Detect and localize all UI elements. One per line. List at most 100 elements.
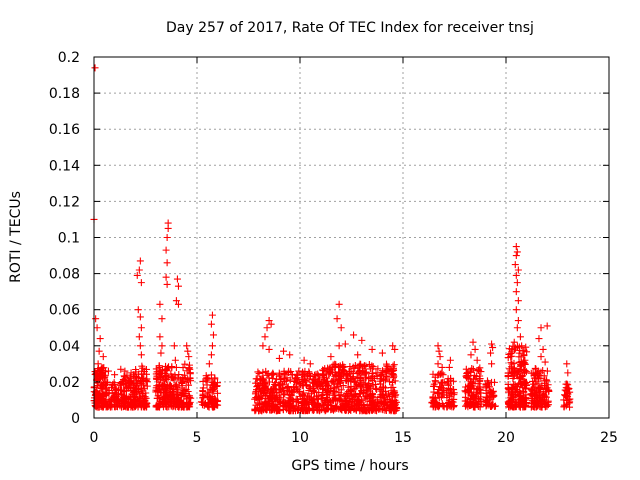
data-point (489, 344, 497, 352)
data-point (300, 356, 308, 364)
data-point (351, 364, 359, 372)
data-point (309, 385, 317, 393)
data-point (123, 401, 131, 409)
data-point (310, 379, 318, 387)
data-point (434, 360, 442, 368)
data-point (380, 400, 388, 408)
data-point (488, 360, 496, 368)
data-point (206, 385, 214, 393)
data-point (92, 315, 100, 323)
data-point (203, 381, 211, 389)
data-point (328, 405, 336, 413)
data-point (482, 386, 490, 394)
data-point (158, 383, 166, 391)
x-tick-label: 10 (291, 430, 309, 446)
y-tick-label: 0.02 (49, 375, 80, 391)
data-point (136, 342, 144, 350)
x-tick-label: 25 (600, 430, 618, 446)
data-point (185, 353, 193, 361)
y-tick-label: 0.1 (58, 231, 80, 247)
data-point (170, 399, 178, 407)
data-point (327, 353, 335, 361)
data-point (343, 392, 351, 400)
data-point (566, 398, 574, 406)
data-point (278, 387, 286, 395)
data-point (214, 389, 222, 397)
data-point (537, 353, 545, 361)
data-point (265, 345, 273, 353)
x-tick-labels: 0 5 10 15 20 25 (90, 430, 618, 446)
data-point (429, 370, 437, 378)
y-axis-label: ROTI / TECUs (8, 191, 24, 283)
data-point (514, 317, 522, 325)
data-point (126, 373, 134, 381)
data-point (482, 402, 490, 410)
data-point (172, 297, 180, 305)
data-point (170, 342, 178, 350)
data-point (467, 351, 475, 359)
data-point (103, 403, 111, 411)
data-point (95, 347, 103, 355)
data-point (461, 393, 469, 401)
data-point (122, 376, 130, 384)
data-point (323, 390, 331, 398)
data-point (386, 378, 394, 386)
data-point (443, 403, 451, 411)
data-point (260, 387, 268, 395)
data-point (264, 370, 272, 378)
data-point (346, 363, 354, 371)
y-tick-labels: 0 0.02 0.04 0.06 0.08 0.1 0.12 0.14 0.16 0.18 0.2 (49, 50, 80, 427)
data-point (163, 280, 171, 288)
data-point (438, 379, 446, 387)
data-point (431, 377, 439, 385)
data-point (390, 400, 398, 408)
data-point (376, 393, 384, 401)
data-point (532, 378, 540, 386)
data-point (257, 375, 265, 383)
data-point (164, 224, 172, 232)
data-point (152, 365, 160, 373)
data-point (430, 388, 438, 396)
data-point (533, 369, 541, 377)
data-point (436, 353, 444, 361)
grid (94, 57, 609, 418)
data-point (445, 399, 453, 407)
data-point (385, 406, 393, 414)
data-point (183, 342, 191, 350)
data-point (133, 271, 141, 279)
data-point (140, 381, 148, 389)
data-point (520, 388, 528, 396)
data-point (382, 360, 390, 368)
data-point (162, 362, 170, 370)
data-point (359, 387, 367, 395)
data-point (186, 361, 194, 369)
data-point (162, 246, 170, 254)
data-point (343, 371, 351, 379)
data-point (437, 370, 445, 378)
data-point (532, 387, 540, 395)
data-point (335, 300, 343, 308)
data-point (96, 390, 104, 398)
data-point (133, 373, 141, 381)
data-point (378, 349, 386, 357)
data-point (349, 363, 357, 371)
data-point (163, 259, 171, 267)
data-point (138, 377, 146, 385)
data-point (256, 406, 264, 414)
data-point (434, 342, 442, 350)
data-point (527, 369, 535, 377)
data-point (277, 376, 285, 384)
data-point (292, 374, 300, 382)
data-point (119, 388, 127, 396)
data-point (210, 379, 218, 387)
data-point (476, 383, 484, 391)
data-point (347, 377, 355, 385)
data-point (513, 279, 521, 287)
data-point (252, 388, 260, 396)
data-point (389, 389, 397, 397)
data-point (174, 300, 182, 308)
data-point (488, 389, 496, 397)
data-point (180, 390, 188, 398)
data-point (157, 374, 165, 382)
data-point (96, 335, 104, 343)
